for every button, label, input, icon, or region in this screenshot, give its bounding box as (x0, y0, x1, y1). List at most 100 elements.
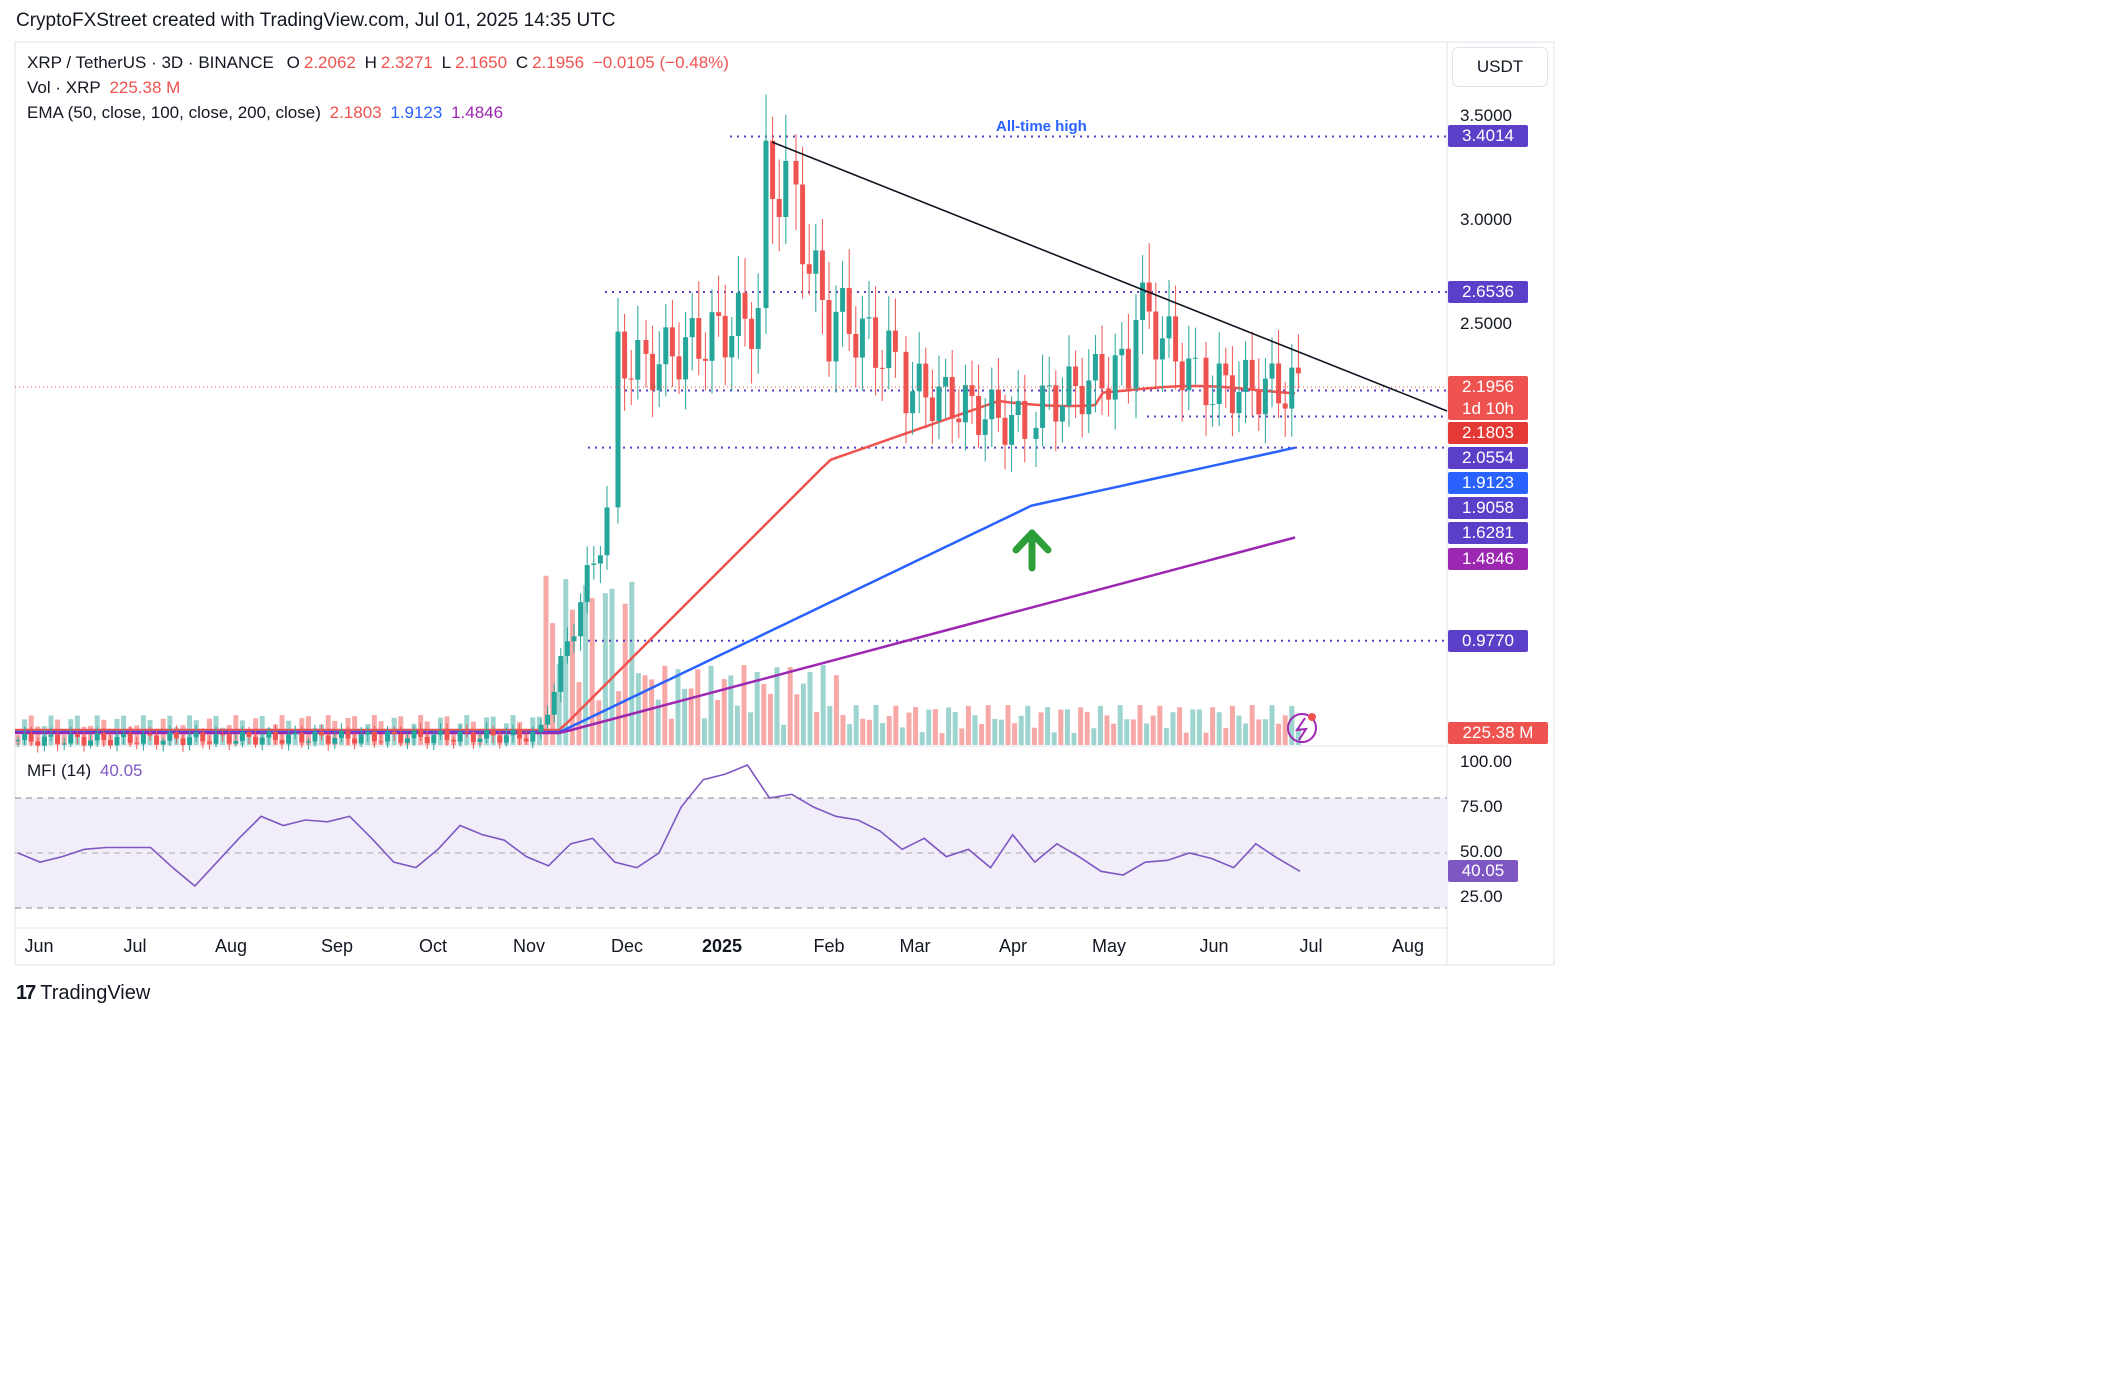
candle-body (1229, 375, 1235, 414)
candle-body (571, 636, 577, 642)
candle-body (615, 331, 621, 508)
volume-bar (695, 669, 701, 745)
volume-bar (807, 672, 813, 745)
candle-body (776, 199, 782, 217)
mfi-line (17, 764, 1301, 888)
price-tag-mfi: 40.05 (1448, 860, 1518, 882)
candle-body (1079, 385, 1085, 415)
candle-body (22, 733, 28, 740)
price-tag-ema200: 1.4846 (1448, 548, 1528, 570)
candle-body (233, 740, 239, 744)
price-tag-resistance: 2.6536 (1448, 281, 1528, 303)
chart-credit: CryptoFXStreet created with TradingView.… (16, 10, 616, 31)
volume-bar (794, 694, 800, 745)
candle-body (398, 733, 404, 743)
candle-body (1125, 348, 1131, 389)
chart-frame (14, 41, 1555, 966)
candle-body (1099, 354, 1105, 389)
countdown-text: 1d 10h (1462, 399, 1514, 418)
high-value: 2.3271 (380, 53, 433, 72)
volume-bar (860, 718, 866, 745)
volume-bar (576, 682, 582, 745)
volume-bar (629, 581, 635, 745)
candle-body (134, 742, 140, 744)
volume-bar (583, 584, 589, 745)
candle-body (722, 315, 728, 358)
currency-selector[interactable]: USDT (1452, 47, 1548, 87)
candle-body (826, 299, 832, 362)
volume-bar (1124, 719, 1130, 745)
candle-body (1166, 316, 1172, 339)
candle-body (943, 376, 949, 387)
candle-body (319, 731, 325, 736)
candle-body (266, 731, 272, 738)
volume-bar (886, 715, 892, 745)
candle-body (949, 376, 955, 419)
volume-label[interactable]: Vol · XRP (27, 78, 101, 97)
volume-bar (1203, 732, 1209, 745)
candle-body (1053, 385, 1059, 422)
candle-body (107, 739, 113, 746)
candle-body (246, 732, 252, 737)
price-chart[interactable] (0, 0, 1568, 1024)
candle-body (1022, 400, 1028, 439)
candle-body (709, 312, 715, 361)
volume-bar (1051, 732, 1057, 745)
candle-body (702, 358, 708, 361)
volume-bar (1196, 709, 1202, 745)
candle-body (510, 729, 516, 736)
ema-label[interactable]: EMA (50, close, 100, close, 200, close) (27, 103, 321, 122)
time-label: Jun (1199, 936, 1229, 956)
volume-bar (589, 598, 595, 745)
volume-bar (774, 667, 780, 745)
mfi-tick: 75.00 (1460, 797, 1503, 816)
volume-bar (1262, 719, 1268, 745)
volume-bar (946, 707, 952, 745)
candle-body (1153, 311, 1159, 360)
volume-bar (754, 671, 760, 745)
tradingview-logo[interactable]: 17 TradingView (16, 982, 150, 1005)
price-tag-ath: 3.4014 (1448, 125, 1528, 147)
candle-body (28, 733, 34, 742)
candle-body (1179, 361, 1185, 391)
candle-body (859, 318, 865, 358)
candle-body (650, 353, 656, 391)
candle-body (689, 317, 695, 338)
candle-body (15, 740, 21, 741)
volume-bar (1084, 712, 1090, 745)
candle-body (279, 739, 285, 744)
time-label: Mar (899, 936, 931, 956)
alert-lightning-icon[interactable] (1287, 713, 1317, 743)
volume-bar (998, 719, 1004, 745)
volume-bar (708, 665, 714, 745)
candle-body (806, 264, 812, 274)
volume-bar (939, 733, 945, 745)
volume-bar (1104, 715, 1110, 745)
candle-body (385, 731, 391, 742)
candle-body (358, 734, 364, 744)
volume-bar (926, 709, 932, 745)
candle-body (995, 389, 1001, 418)
candlesticks (15, 94, 1301, 753)
candle-body (424, 736, 430, 744)
candle-body (1002, 417, 1008, 445)
candle-body (910, 391, 916, 414)
candle-body (663, 327, 669, 365)
ema100-value: 1.9123 (390, 103, 443, 122)
volume-bar (1071, 732, 1077, 745)
symbol-label[interactable]: XRP / TetherUS · 3D · BINANCE (27, 53, 274, 72)
candle-body (1086, 380, 1092, 415)
candle-body (1033, 427, 1039, 439)
candle-body (1236, 391, 1242, 414)
mfi-label[interactable]: MFI (14) (27, 761, 92, 780)
up-arrow-icon (1012, 529, 1052, 572)
volume-bar (1018, 715, 1024, 745)
volume-bar (728, 675, 734, 745)
volume-bar (1097, 705, 1103, 745)
candle-body (819, 250, 825, 300)
volume-bar (814, 711, 820, 745)
candle-body (989, 389, 995, 420)
volume-bar (932, 709, 938, 745)
volume-bar (1177, 707, 1183, 745)
candle-body (551, 691, 557, 715)
